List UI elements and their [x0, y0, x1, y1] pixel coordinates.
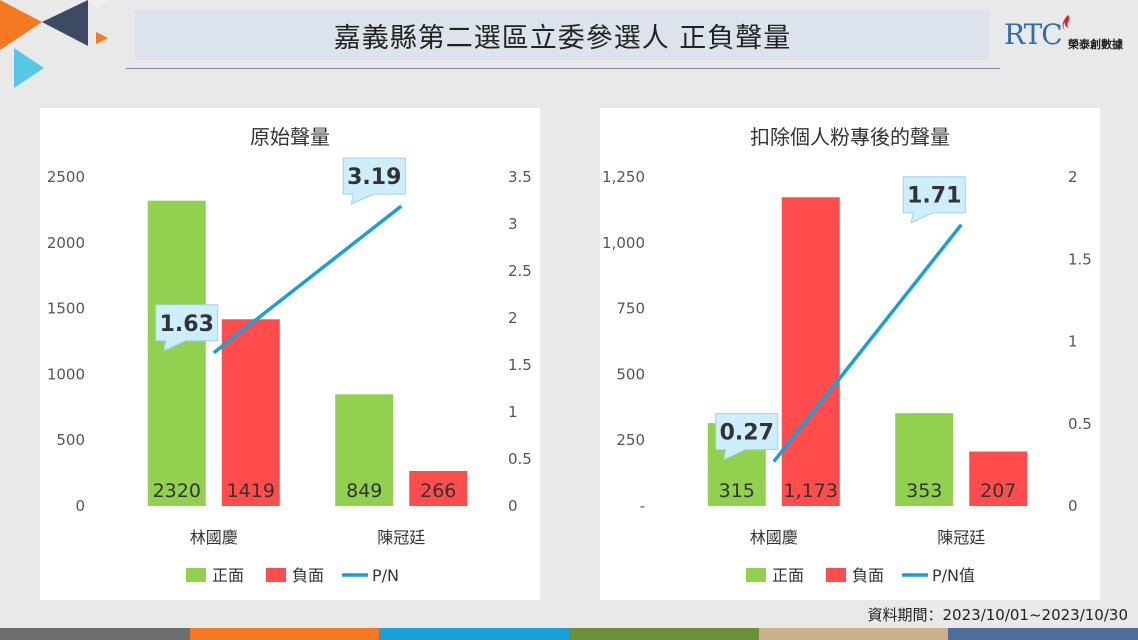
bar-positive	[895, 413, 954, 506]
bar-negative	[969, 451, 1028, 506]
corner-decoration	[0, 0, 108, 88]
y-right-tick-label: 1	[508, 403, 518, 421]
bar-positive	[147, 200, 206, 507]
x-category-label: 林國慶	[190, 528, 238, 547]
chart-panel-excluding-fanpage: 扣除個人粉專後的聲量 - 250 500 750 1,000 1,250 0 0.5 1 1.5 2 3…	[600, 108, 1100, 600]
bar-negative-value-label: 1,173	[784, 480, 838, 502]
y-left-tick-label: 1500	[47, 300, 85, 318]
company-logo: RTC 榮泰創數據	[1000, 14, 1138, 58]
bar-positive-value-label: 353	[906, 480, 942, 502]
page-title: 嘉義縣第二選區立委參選人 正負聲量	[135, 10, 990, 60]
legend-negative-swatch	[826, 568, 846, 582]
bottom-bar-segment	[758, 628, 949, 640]
chart-panel-raw-volume: 原始聲量 0 500 1000 1500 2000 2500 0 0.5 1 1.5 2 2.5 3 3.5…	[40, 108, 540, 600]
ratio-label-callout	[155, 304, 219, 352]
logo-company-name: 榮泰創數據	[1068, 38, 1123, 51]
bottom-bar-segment	[0, 628, 190, 640]
data-period-note: 資料期間：2023/10/01~2023/10/30	[867, 606, 1128, 624]
ratio-value-label: 1.71	[907, 184, 961, 209]
bottom-bar-segment	[569, 628, 759, 640]
legend-negative-label: 負面	[852, 566, 884, 585]
ratio-label-callout	[715, 413, 779, 461]
bottom-bar-segment	[189, 628, 380, 640]
legend-negative-label: 負面	[292, 566, 324, 585]
y-right-tick-label: 1	[1068, 333, 1078, 351]
y-right-tick-label: 1.5	[508, 356, 532, 374]
legend-negative-swatch	[266, 568, 286, 582]
ratio-label-callout	[902, 176, 966, 224]
x-category-label: 陳冠廷	[377, 528, 425, 547]
y-left-tick-label: 0	[75, 497, 85, 515]
ratio-value-label: 0.27	[720, 421, 774, 446]
y-left-tick-label: 500	[616, 365, 645, 383]
x-category-label: 林國慶	[750, 528, 798, 547]
y-left-tick-label: 250	[616, 431, 645, 449]
logo-mark: RTC	[1004, 18, 1063, 51]
bar-negative-value-label: 207	[980, 480, 1016, 502]
ratio-line	[212, 204, 403, 355]
bar-negative	[221, 319, 280, 506]
legend-positive-label: 正面	[772, 566, 804, 585]
y-left-tick-label: 1000	[47, 365, 85, 383]
bottom-bar-segment	[948, 628, 1138, 640]
bar-positive	[335, 394, 394, 506]
chart-raw-volume: 原始聲量 0 500 1000 1500 2000 2500 0 0.5 1 1.5 2 2.5 3 3.5…	[47, 125, 532, 585]
bar-negative	[781, 197, 840, 506]
logo-mark-text: RTC	[1004, 18, 1063, 51]
chart-excluding-fanpage: 扣除個人粉專後的聲量 - 250 500 750 1,000 1,250 0 0.5 1 1.5 2 3…	[602, 125, 1092, 585]
bottom-color-bar	[0, 628, 1138, 640]
y-right-tick-label: 0	[1068, 497, 1078, 515]
y-left-tick-label: 1,000	[602, 234, 645, 252]
y-left-tick-label: -	[640, 497, 645, 515]
logo-flame-icon	[1062, 15, 1070, 30]
y-right-tick-label: 2	[1068, 168, 1078, 186]
bottom-bar-segment	[379, 628, 570, 640]
ratio-line	[772, 223, 963, 463]
y-left-tick-label: 500	[56, 431, 85, 449]
ratio-label-callout	[342, 157, 406, 205]
bar-negative	[409, 470, 468, 506]
y-right-tick-label: 3.5	[508, 168, 532, 186]
y-left-tick-label: 2500	[47, 168, 85, 186]
bar-negative-value-label: 266	[420, 480, 456, 502]
y-right-tick-label: 2	[508, 309, 518, 327]
chart-title: 原始聲量	[250, 125, 330, 149]
y-right-tick-label: 3	[508, 215, 518, 233]
x-category-label: 陳冠廷	[937, 528, 985, 547]
y-right-tick-label: 0.5	[1068, 415, 1092, 433]
y-right-tick-label: 1.5	[1068, 250, 1092, 268]
y-left-tick-label: 1,250	[602, 168, 645, 186]
legend-positive-swatch	[746, 568, 766, 582]
bar-positive-value-label: 315	[719, 480, 755, 502]
ratio-value-label: 1.63	[160, 312, 214, 337]
y-right-tick-label: 0	[508, 497, 518, 515]
bar-negative-value-label: 1419	[227, 480, 275, 502]
y-right-tick-label: 2.5	[508, 262, 532, 280]
y-left-tick-label: 750	[616, 300, 645, 318]
legend-positive-swatch	[186, 568, 206, 582]
y-left-tick-label: 2000	[47, 234, 85, 252]
y-right-tick-label: 0.5	[508, 450, 532, 468]
title-divider	[126, 68, 1000, 69]
legend-ratio-label: P/N值	[932, 566, 975, 585]
legend-ratio-label: P/N	[372, 566, 399, 585]
ratio-value-label: 3.19	[347, 165, 401, 190]
chart-title: 扣除個人粉專後的聲量	[750, 125, 950, 149]
bar-positive-value-label: 2320	[153, 480, 201, 502]
legend-positive-label: 正面	[212, 566, 244, 585]
bar-positive-value-label: 849	[346, 480, 382, 502]
